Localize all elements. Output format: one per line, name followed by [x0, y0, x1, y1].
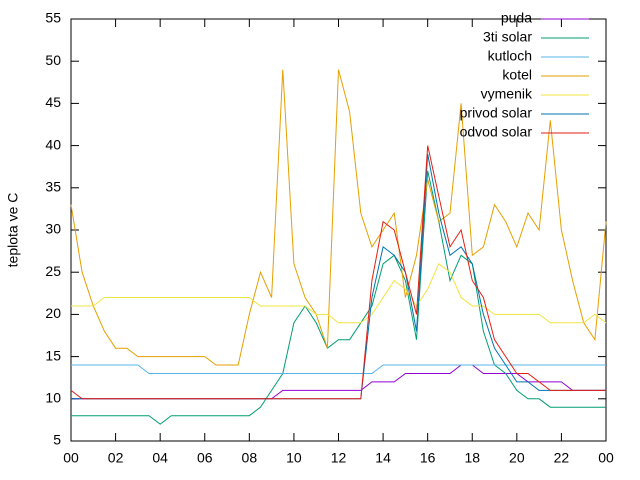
series-line — [70, 145, 606, 400]
plot-border — [70, 18, 607, 442]
x-tick-label: 02 — [108, 450, 124, 466]
legend-label: kutloch — [488, 48, 532, 64]
legend-label: privod solar — [460, 105, 533, 121]
y-tick-label: 10 — [45, 390, 61, 406]
x-tick-label: 08 — [242, 450, 258, 466]
y-tick-label: 45 — [45, 94, 61, 110]
y-tick-label: 50 — [45, 52, 61, 68]
series-line — [71, 170, 606, 425]
x-tick-label: 06 — [197, 450, 213, 466]
legend-label: vymenik — [481, 86, 533, 102]
x-tick-label: 22 — [554, 450, 570, 466]
series-line — [71, 263, 607, 324]
y-tick-label: 5 — [53, 432, 61, 448]
y-tick-label: 30 — [45, 221, 61, 237]
series-line — [70, 69, 607, 366]
legend-label: odvod solar — [460, 124, 533, 140]
x-tick-label: 10 — [286, 450, 302, 466]
x-tick-label: 00 — [63, 450, 79, 466]
legend-label: kotel — [502, 67, 532, 83]
y-tick-label: 15 — [45, 347, 61, 363]
y-axis-label: teplota ve C — [5, 193, 21, 268]
x-tick-label: 18 — [464, 450, 480, 466]
series-line — [71, 364, 606, 374]
x-tick-label: 04 — [152, 450, 168, 466]
legend-label: 3ti solar — [483, 29, 532, 45]
y-tick-label: 35 — [45, 179, 61, 195]
y-tick-label: 55 — [45, 10, 61, 26]
legend-label: puda — [501, 10, 532, 26]
series-line — [71, 153, 606, 400]
x-tick-label: 00 — [598, 450, 614, 466]
y-tick-label: 20 — [45, 305, 61, 321]
y-tick-label: 40 — [45, 136, 61, 152]
x-tick-label: 14 — [375, 450, 391, 466]
x-tick-label: 16 — [420, 450, 436, 466]
y-tick-label: 25 — [45, 263, 61, 279]
x-tick-label: 20 — [509, 450, 525, 466]
x-tick-label: 12 — [331, 450, 347, 466]
